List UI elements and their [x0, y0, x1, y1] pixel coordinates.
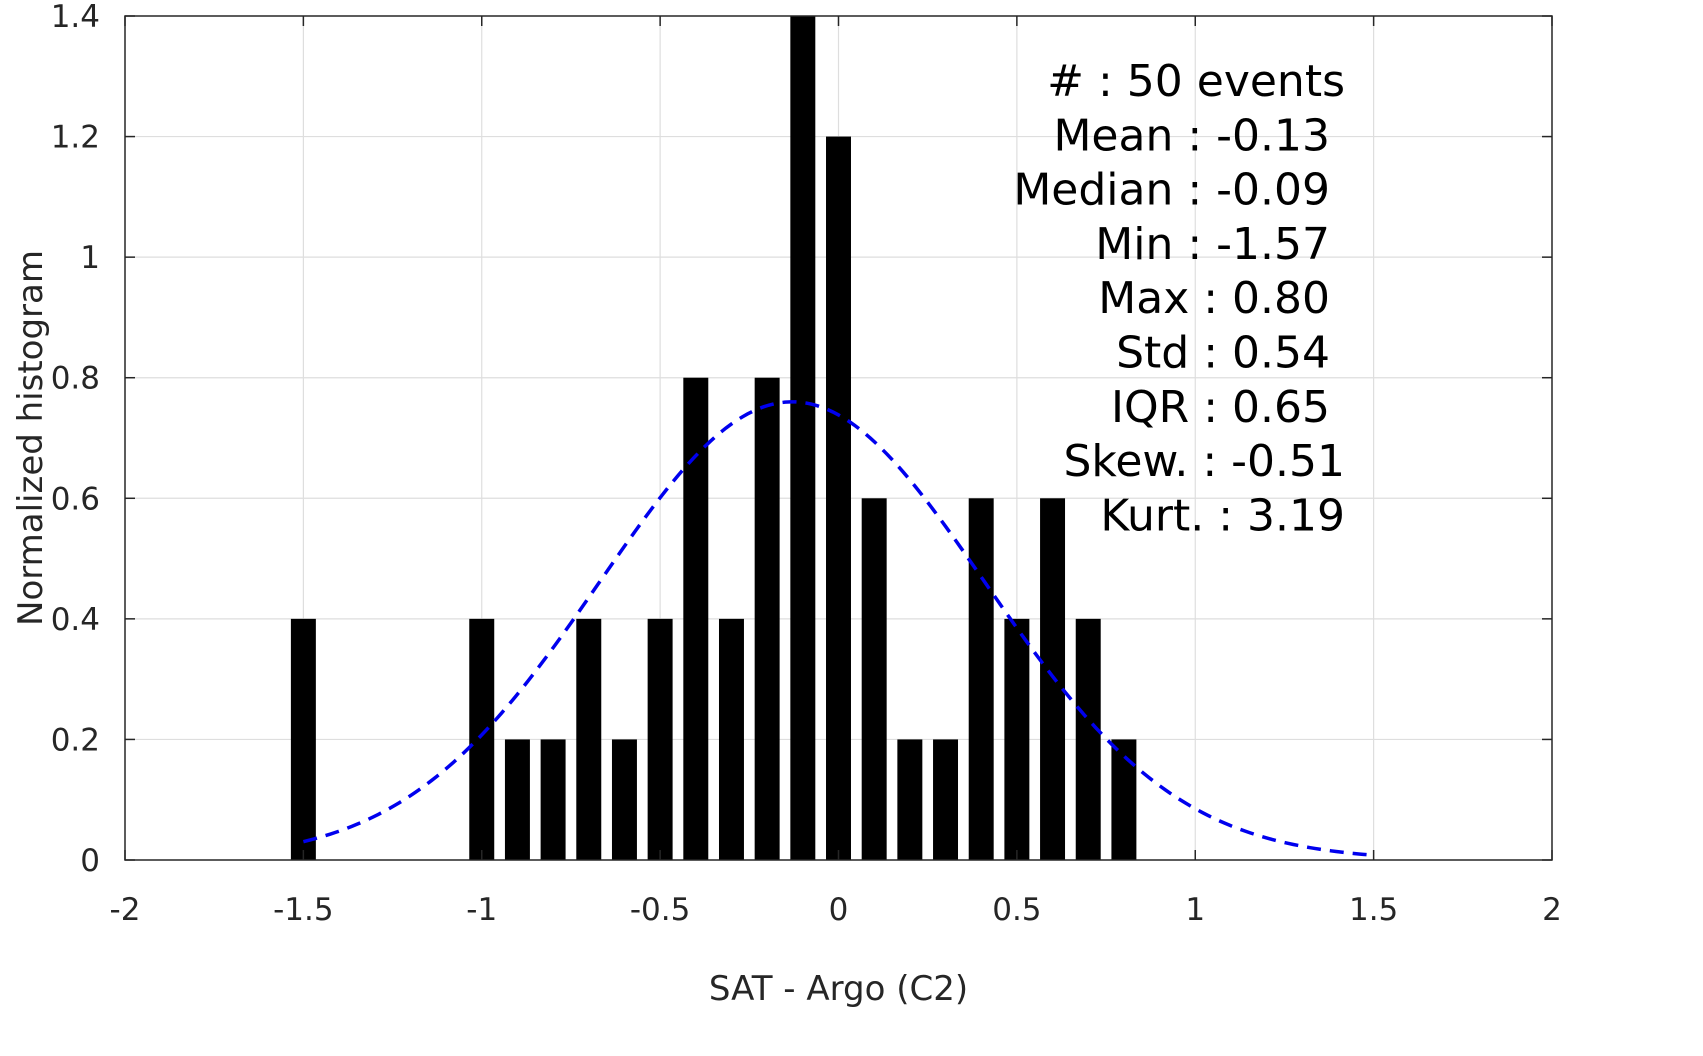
histogram-bar — [1075, 618, 1101, 860]
y-tick-label: 1.2 — [51, 120, 100, 156]
histogram-bar — [1004, 618, 1030, 860]
histogram-bar — [1040, 498, 1066, 860]
y-tick-label: 0.8 — [51, 361, 100, 397]
x-tick-labels: -2 -1.5 -1 -0.5 0 0.5 1 1.5 2 — [110, 892, 1562, 928]
stat-median: Median : -0.09 — [1013, 165, 1330, 216]
x-tick-label: -1 — [466, 892, 497, 928]
x-tick-label: 2 — [1542, 892, 1562, 928]
x-tick-label: -0.5 — [630, 892, 691, 928]
histogram-bar — [647, 618, 673, 860]
stat-kurt: Kurt. : 3.19 — [1100, 490, 1345, 541]
x-tick-label: 1 — [1185, 892, 1205, 928]
histogram-bar — [933, 739, 959, 860]
y-tick-label: 1 — [80, 240, 100, 276]
stat-iqr: IQR : 0.65 — [1111, 382, 1330, 433]
histogram-bar — [861, 498, 887, 860]
histogram-bar — [968, 498, 994, 860]
y-tick-label: 1.4 — [51, 0, 100, 35]
histogram-bar — [504, 739, 530, 860]
y-tick-labels: 0 0.2 0.4 0.6 0.8 1 1.2 1.4 — [51, 0, 100, 879]
histogram-bar — [611, 739, 637, 860]
histogram-bar — [469, 618, 495, 860]
stat-skew: Skew. : -0.51 — [1064, 436, 1346, 487]
y-tick-label: 0 — [80, 843, 100, 879]
x-tick-label: 0 — [829, 892, 849, 928]
y-tick-label: 0.4 — [51, 602, 100, 638]
stat-min: Min : -1.57 — [1095, 219, 1330, 270]
y-tick-label: 0.2 — [51, 722, 100, 758]
y-axis-label: Normalized histogram — [11, 250, 51, 626]
histogram-bar — [683, 377, 709, 860]
stat-events: # : 50 events — [1047, 56, 1345, 107]
histogram-bar — [540, 739, 566, 860]
histogram-bar — [826, 136, 851, 861]
statistics-annotation: # : 50 events Mean : -0.13 Median : -0.0… — [1013, 56, 1345, 541]
x-tick-label: -2 — [110, 892, 141, 928]
axis-ticks — [124, 15, 1553, 861]
histogram-bars — [290, 16, 1137, 861]
stat-mean: Mean : -0.13 — [1053, 110, 1330, 161]
stat-max: Max : 0.80 — [1098, 273, 1330, 324]
histogram-bar — [1111, 739, 1137, 860]
histogram-bar — [718, 618, 744, 860]
x-tick-label: 1.5 — [1349, 892, 1398, 928]
stat-std: Std : 0.54 — [1116, 328, 1330, 379]
gaussian-fit-curve — [302, 400, 1374, 857]
histogram-bar — [897, 739, 923, 860]
x-axis-label: SAT - Argo (C2) — [709, 969, 968, 1009]
histogram-bar — [754, 377, 780, 860]
y-tick-label: 0.6 — [51, 481, 100, 517]
histogram-bar — [790, 16, 816, 860]
histogram-bar — [290, 618, 316, 860]
x-tick-label: -1.5 — [273, 892, 334, 928]
x-tick-label: 0.5 — [992, 892, 1041, 928]
histogram-bar — [576, 618, 602, 860]
